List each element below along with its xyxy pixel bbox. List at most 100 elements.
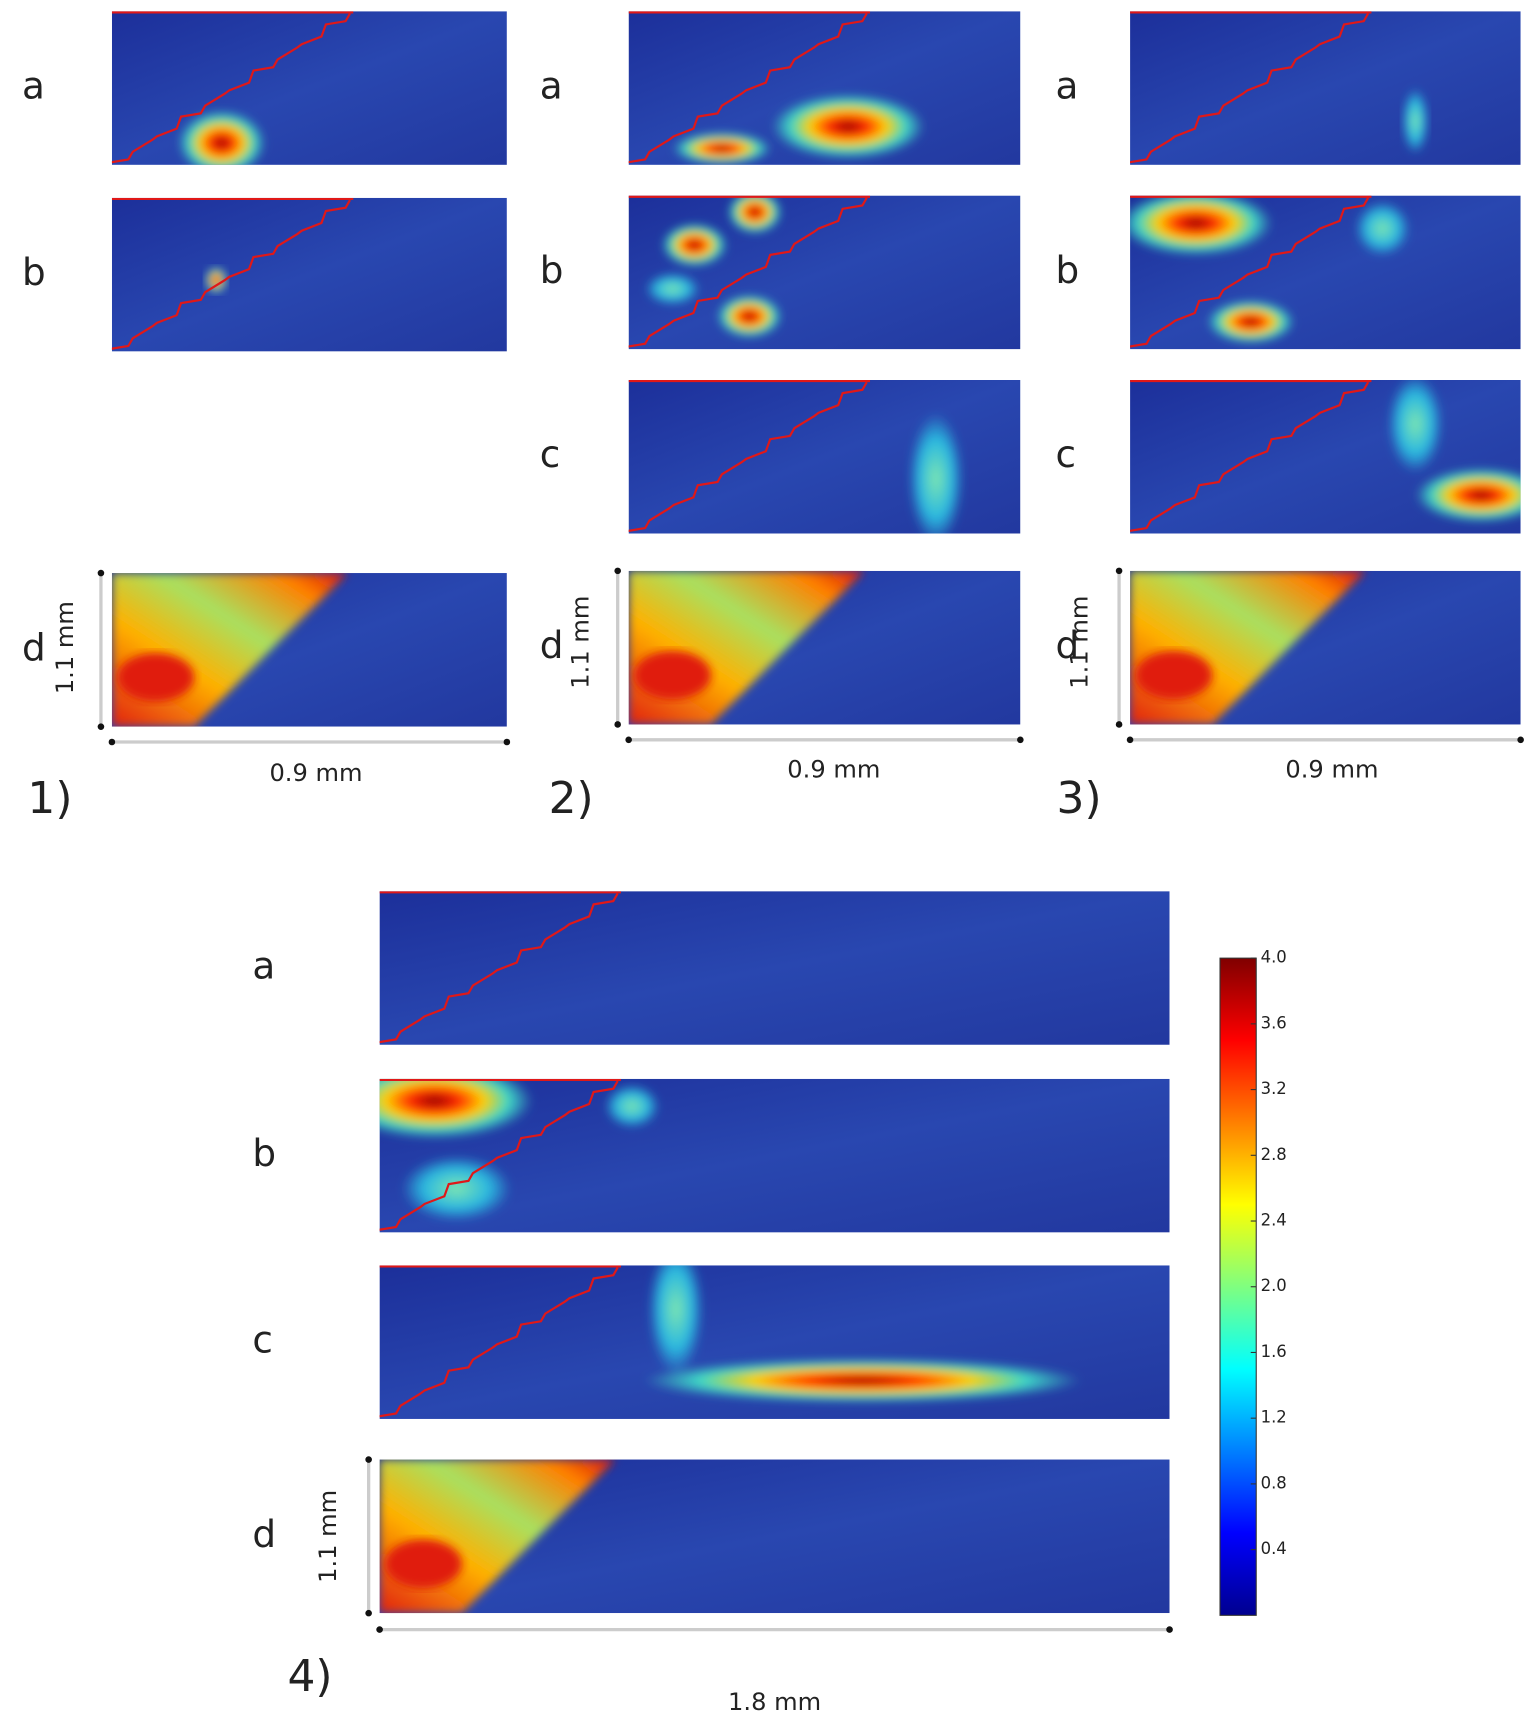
dimension-end <box>376 1626 383 1633</box>
crack-line <box>628 12 868 164</box>
row-label: d <box>252 1512 276 1556</box>
heatmap-base <box>111 11 507 165</box>
hotspot <box>177 110 266 165</box>
dimension-end <box>365 1609 372 1617</box>
hotspot <box>908 412 964 534</box>
crack-line <box>379 1080 619 1231</box>
hotspots <box>1387 379 1521 523</box>
hotspots <box>177 110 266 165</box>
width-label: 0.9 mm <box>1285 756 1378 784</box>
width-label: 1.8 mm <box>728 1688 821 1716</box>
colorbar-tick-label: 0.4 <box>1261 1539 1287 1558</box>
dimension-end <box>1126 736 1134 744</box>
hotspot <box>1387 379 1443 474</box>
colorbar-tick-label: 4.0 <box>1261 948 1287 967</box>
crack-line <box>1130 381 1370 532</box>
dimension-end <box>503 738 511 746</box>
hotspots <box>1402 88 1429 154</box>
height-label: 1.1 mm <box>1066 596 1094 689</box>
hotspot <box>1135 650 1213 700</box>
hotspots <box>642 1265 1082 1403</box>
heatmap <box>111 573 507 727</box>
hotspot <box>716 294 783 339</box>
row-label: a <box>22 64 45 108</box>
dimension-end <box>108 738 116 746</box>
hotspot <box>661 223 728 267</box>
colorbar-tick-label: 3.2 <box>1261 1079 1287 1098</box>
heatmap-base <box>628 195 1021 350</box>
heatmap <box>628 11 1021 165</box>
heatmap <box>628 195 1021 350</box>
heatmap <box>111 197 507 352</box>
dimension-end <box>365 1456 372 1463</box>
dimension-end <box>614 721 621 728</box>
hotspots <box>645 195 783 339</box>
hotspots <box>205 266 228 294</box>
crack-line <box>628 197 868 348</box>
heatmap <box>628 570 1021 725</box>
colorbar-tick-label: 3.6 <box>1261 1013 1287 1032</box>
hotspot <box>1354 201 1410 256</box>
colorbar-tick-label: 0.8 <box>1261 1473 1287 1492</box>
panel-label: 3) <box>1057 773 1102 824</box>
heatmap <box>1130 195 1521 350</box>
hotspot <box>727 195 783 235</box>
row-label: b <box>540 248 564 292</box>
hotspot <box>117 653 195 702</box>
dimension-end <box>1115 567 1123 575</box>
width-label: 0.9 mm <box>269 759 362 787</box>
colorbar-tick-label: 2.8 <box>1261 1145 1287 1164</box>
row-label: a <box>1055 64 1078 108</box>
hotspots <box>1130 195 1410 344</box>
row-label: a <box>540 64 563 108</box>
row-label: d <box>22 625 46 669</box>
row-label: d <box>540 623 564 667</box>
row-label: b <box>1055 248 1079 292</box>
heatmap <box>1130 379 1521 534</box>
heatmap-base <box>379 891 1170 1045</box>
row-label: c <box>540 432 561 476</box>
panel-label: 4) <box>287 1651 332 1702</box>
dimension-end <box>1115 721 1123 728</box>
hotspots <box>672 93 925 165</box>
crack-line <box>379 892 619 1044</box>
hotspot <box>401 1155 512 1222</box>
crack-line <box>379 1266 619 1418</box>
heatmap <box>1130 11 1521 165</box>
heatmap <box>111 11 507 165</box>
heatmap-base <box>1130 11 1521 165</box>
colorbar-tick-label: 2.0 <box>1261 1276 1287 1295</box>
panel-label: 2) <box>549 773 594 824</box>
panel-label: 1) <box>27 773 72 824</box>
dimension-end <box>1017 736 1024 744</box>
hotspot <box>1415 467 1521 523</box>
row-label: b <box>252 1131 276 1175</box>
hotspot <box>604 1084 660 1129</box>
height-label: 1.1 mm <box>566 596 594 689</box>
hotspots <box>908 412 964 534</box>
heatmap <box>379 1078 1170 1233</box>
heatmap <box>1130 570 1521 725</box>
hotspot <box>771 93 925 160</box>
hotspot <box>379 1078 534 1140</box>
hotspot <box>645 272 700 306</box>
hotspot <box>672 131 772 165</box>
row-label: d <box>1055 623 1079 667</box>
colorbar <box>1219 957 1257 1616</box>
height-label: 1.1 mm <box>314 1490 342 1583</box>
dimension-end <box>625 736 632 744</box>
heatmap <box>379 1459 1170 1614</box>
row-label: b <box>22 250 46 294</box>
hotspot <box>648 1265 704 1376</box>
hotspots <box>379 1078 660 1222</box>
hotspot <box>385 1539 462 1588</box>
dimension-end <box>1166 1626 1173 1633</box>
row-label: c <box>252 1318 273 1362</box>
hotspot <box>205 266 228 294</box>
dimension-end <box>1517 736 1524 744</box>
colorbar-tick-label: 2.4 <box>1261 1211 1287 1230</box>
row-label: a <box>252 944 275 988</box>
dimension-end <box>614 567 621 575</box>
colorbar-tick-label: 1.6 <box>1261 1342 1287 1361</box>
